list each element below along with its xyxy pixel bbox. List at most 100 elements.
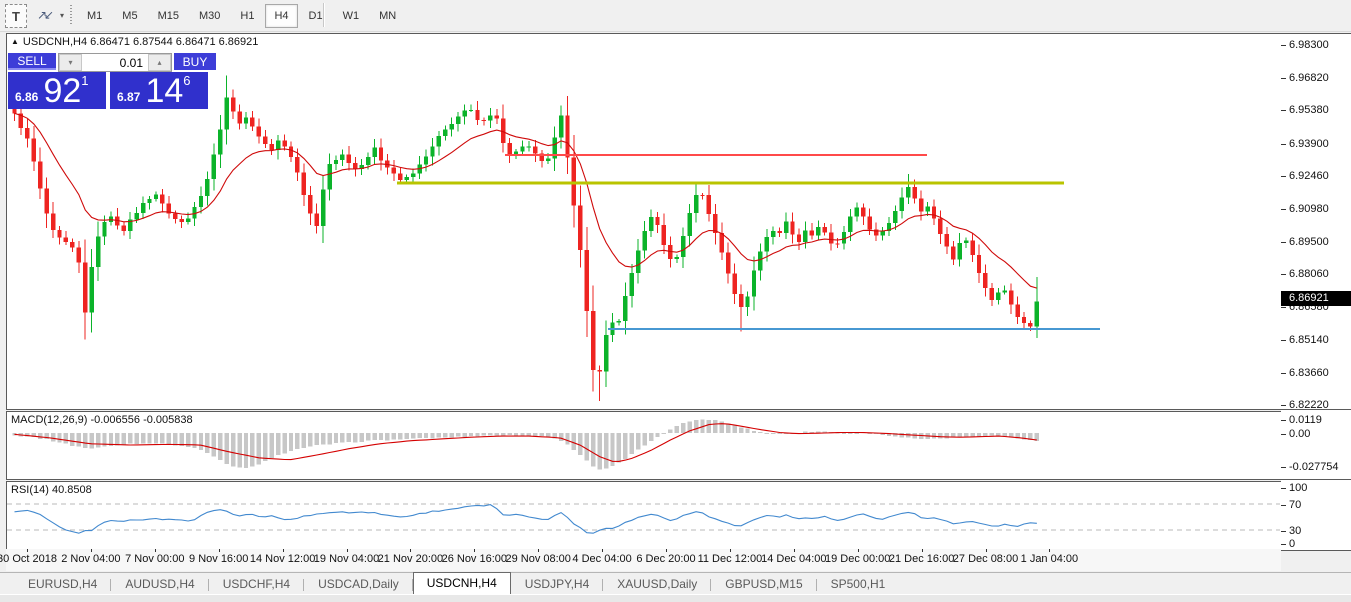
buy-price-pip: 6 (183, 73, 191, 88)
rsi-scale-label: 100 (1289, 482, 1308, 494)
time-axis-label: 7 Nov 00:00 (125, 553, 185, 565)
sell-price-big: 92 (43, 71, 82, 110)
rsi-chart[interactable] (7, 482, 1280, 548)
rsi-scale-label: 70 (1289, 499, 1302, 511)
rsi-scale-label: 30 (1289, 525, 1302, 537)
price-axis-label: 6.83660 (1289, 366, 1329, 379)
quote-header: ▲ USDCNH,H4 6.86471 6.87544 6.86471 6.869… (11, 36, 258, 48)
price-axis-label-tick (1281, 78, 1286, 80)
candlestick-chart[interactable] (7, 34, 1280, 407)
macd-scale-label-tick (1281, 420, 1286, 421)
quote-symbol: USDCNH,H4 (22, 36, 88, 48)
macd-scale-label-tick (1281, 434, 1286, 436)
quote-ohlc: 6.86471 6.87544 6.86471 6.86921 (90, 36, 259, 48)
chart-tab-USDCNH-H4[interactable]: USDCNH,H4 (412, 572, 511, 594)
volume-input[interactable] (82, 54, 148, 71)
timeframe-button-W1[interactable]: W1 (342, 10, 360, 22)
collapse-quote-icon[interactable]: ▲ (11, 37, 19, 46)
chart-tab-AUDUSD-H4[interactable]: AUDUSD,H4 (111, 574, 210, 594)
macd-scale-label-tick (1281, 467, 1286, 468)
rsi-scale-label: 0 (1289, 538, 1296, 550)
text-tool-icon[interactable]: T (5, 4, 27, 28)
time-axis-tick (27, 549, 28, 552)
price-axis-label-tick (1281, 307, 1286, 309)
chart-tab-GBPUSD-M15[interactable]: GBPUSD,M15 (711, 574, 817, 594)
timeframe-button-H1[interactable]: H1 (240, 10, 255, 22)
sell-price-box[interactable]: 6.86 92 1 (8, 72, 106, 109)
time-axis-tick (90, 549, 92, 552)
macd-header: MACD(12,26,9) -0.006556 -0.005838 (11, 414, 193, 426)
time-axis-label: 19 Dec 00:00 (824, 553, 891, 565)
buy-price-box[interactable]: 6.87 14 6 (110, 72, 208, 109)
time-axis-label: 29 Nov 08:00 (505, 553, 571, 565)
price-axis-label-tick (1281, 242, 1286, 243)
sell-price-pip: 1 (81, 73, 89, 88)
buy-button[interactable]: BUY (174, 53, 216, 70)
chart-tab-USDCHF-H4[interactable]: USDCHF,H4 (209, 574, 305, 594)
time-axis-tick (857, 549, 859, 552)
top-toolbar: T ↗↙ ▾ M1 M5 M15 M30 H1 H4 D1 W1 MN (0, 0, 1351, 32)
time-axis-label: 26 Nov 16:00 (441, 553, 508, 565)
sell-button[interactable]: SELL (8, 53, 56, 70)
time-axis-label: 11 Dec 12:00 (697, 553, 763, 565)
chart-tab-USDJPY-H4[interactable]: USDJPY,H4 (511, 574, 604, 594)
time-axis-label: 4 Dec 04:00 (572, 553, 632, 565)
timeframe-button-H4[interactable]: H4 (265, 4, 298, 28)
macd-chart[interactable] (7, 412, 1280, 477)
toolbar-grip[interactable] (70, 5, 72, 25)
time-axis-tick (410, 549, 412, 552)
price-axis-label-tick (1281, 208, 1286, 210)
price-axis-label-tick (1281, 405, 1286, 406)
time-axis-tick (985, 549, 987, 552)
time-axis-tick (474, 549, 476, 552)
toolbar-separator (323, 3, 325, 27)
chart-tab-SP500-H1[interactable]: SP500,H1 (830, 577, 886, 591)
axis-separator (1281, 409, 1351, 410)
buy-price-prefix: 6.87 (117, 90, 141, 104)
price-axis-label: 6.95380 (1289, 104, 1329, 117)
timeframe-button-M30[interactable]: M30 (198, 10, 221, 22)
price-axis-label: 6.89500 (1289, 236, 1329, 248)
price-axis-label: 6.85140 (1289, 333, 1329, 346)
timeframe-button-M5[interactable]: M5 (122, 10, 138, 22)
time-axis-label: 21 Dec 16:00 (888, 553, 955, 565)
time-axis-label: 19 Nov 04:00 (313, 553, 380, 565)
price-axis-label-tick (1281, 339, 1286, 341)
chart-tab-bar: EURUSD,H4 AUDUSD,H4 USDCHF,H4 USDCAD,Daily U… (0, 572, 1351, 594)
time-axis-tick (346, 549, 348, 552)
time-axis[interactable]: 30 Oct 2018 2 Nov 04:00 7 Nov 00:00 9 Nov 1… (0, 549, 1281, 571)
timeframe-button-MN[interactable]: MN (379, 10, 397, 22)
price-axis-label-tick (1281, 45, 1286, 46)
time-axis-label: 9 Nov 16:00 (189, 553, 249, 565)
rsi-scale-label-tick (1281, 505, 1286, 506)
time-axis-tick (1049, 549, 1051, 552)
current-price-tag: 6.86921 (1281, 291, 1351, 306)
time-axis-label: 6 Dec 20:00 (636, 553, 696, 565)
rsi-panel[interactable]: RSI(14) 40.8508 (6, 481, 1283, 551)
volume-increase-button[interactable]: ▴ (148, 54, 171, 71)
arrow-tool-icon[interactable]: ↗↙ (36, 8, 54, 22)
price-axis-label: 6.82220 (1289, 399, 1329, 411)
macd-panel[interactable]: MACD(12,26,9) -0.006556 -0.005838 (6, 411, 1283, 480)
main-chart-panel[interactable]: ▲ USDCNH,H4 6.86471 6.87544 6.86471 6.869… (6, 33, 1283, 410)
price-axis-label-tick (1281, 175, 1286, 177)
timeframe-button-M15[interactable]: M15 (157, 10, 179, 22)
time-axis-tick (921, 549, 923, 552)
rsi-scale-label-tick (1281, 531, 1286, 532)
chart-tab-USDCAD-Daily[interactable]: USDCAD,Daily (304, 574, 413, 594)
macd-scale-label: -0.027754 (1289, 461, 1339, 473)
time-axis-label: 30 Oct 2018 (0, 553, 57, 565)
price-axis-label: 6.92460 (1289, 169, 1329, 182)
rsi-scale-label-tick (1281, 488, 1286, 489)
arrow-tool-dropdown-icon[interactable]: ▾ (59, 10, 64, 20)
status-strip (0, 594, 1351, 602)
price-axis-label: 6.98300 (1289, 39, 1329, 51)
chart-tab-EURUSD-H4[interactable]: EURUSD,H4 (14, 574, 112, 594)
chart-tab-XAUUSD-Daily[interactable]: XAUUSD,Daily (603, 574, 712, 594)
price-axis-label: 6.96820 (1289, 72, 1329, 85)
volume-decrease-button[interactable]: ▾ (59, 54, 82, 71)
sell-price-prefix: 6.86 (15, 90, 39, 104)
timeframe-button-M1[interactable]: M1 (87, 10, 103, 22)
timeframe-button-D1[interactable]: D1 (308, 10, 323, 22)
time-axis-tick (282, 549, 284, 552)
